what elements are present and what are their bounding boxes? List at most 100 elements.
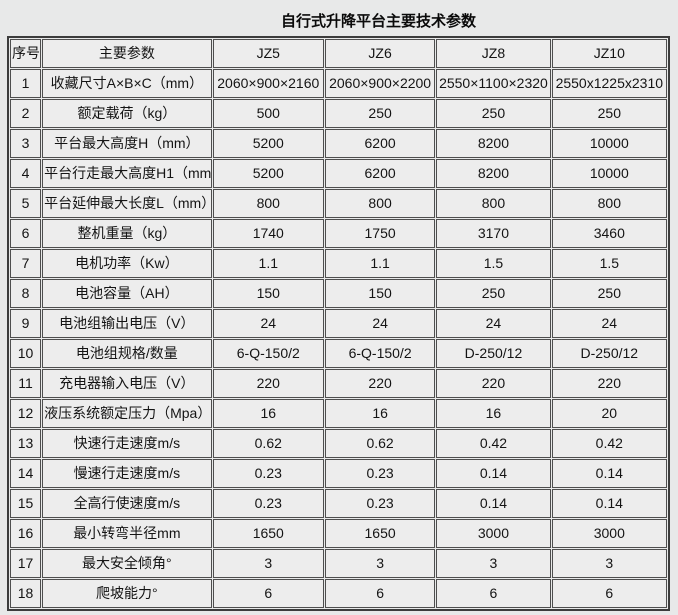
value-cell: D-250/12 <box>436 339 551 368</box>
table-row: 17 最大安全倾角° 3 3 3 3 <box>10 549 667 578</box>
value-cell: 800 <box>551 189 667 218</box>
col-header-jz8: JZ8 <box>436 39 551 68</box>
param-cell: 全高行使速度m/s <box>42 489 212 518</box>
value-cell: 1.5 <box>551 249 667 278</box>
value-cell: 220 <box>212 369 324 398</box>
value-cell: 0.42 <box>551 429 667 458</box>
table-row: 12 液压系统额定压力（Mpa） 16 16 16 20 <box>10 399 667 428</box>
row-number-cell: 17 <box>10 549 42 578</box>
row-number-cell: 16 <box>10 519 42 548</box>
specs-table: 序号 主要参数 JZ5 JZ6 JZ8 JZ10 1 收藏尺寸A×B×C（mm）… <box>7 36 670 611</box>
value-cell: 2060×900×2160 <box>212 69 324 98</box>
value-cell: 16 <box>436 399 551 428</box>
value-cell: 0.23 <box>212 459 324 488</box>
value-cell: 3 <box>324 549 436 578</box>
value-cell: 24 <box>324 309 436 338</box>
value-cell: 250 <box>324 99 436 128</box>
value-cell: 0.14 <box>436 489 551 518</box>
param-cell: 爬坡能力° <box>42 579 212 608</box>
param-cell: 最小转弯半径mm <box>42 519 212 548</box>
value-cell: 6 <box>551 579 667 608</box>
table-row: 18 爬坡能力° 6 6 6 6 <box>10 579 667 608</box>
value-cell: 0.14 <box>436 459 551 488</box>
value-cell: 6 <box>212 579 324 608</box>
row-number-cell: 6 <box>10 219 42 248</box>
value-cell: 10000 <box>551 129 667 158</box>
row-number-cell: 15 <box>10 489 42 518</box>
table-row: 1 收藏尺寸A×B×C（mm） 2060×900×2160 2060×900×2… <box>10 69 667 98</box>
value-cell: 5200 <box>212 129 324 158</box>
value-cell: 0.62 <box>324 429 436 458</box>
value-cell: 5200 <box>212 159 324 188</box>
col-header-jz5: JZ5 <box>212 39 324 68</box>
value-cell: 1650 <box>212 519 324 548</box>
param-cell: 慢速行走速度m/s <box>42 459 212 488</box>
table-row: 13 快速行走速度m/s 0.62 0.62 0.42 0.42 <box>10 429 667 458</box>
value-cell: 8200 <box>436 129 551 158</box>
value-cell: 24 <box>436 309 551 338</box>
row-number-cell: 8 <box>10 279 42 308</box>
table-row: 8 电池容量（AH） 150 150 250 250 <box>10 279 667 308</box>
row-number-cell: 5 <box>10 189 42 218</box>
value-cell: 250 <box>436 279 551 308</box>
value-cell: 220 <box>436 369 551 398</box>
value-cell: 1740 <box>212 219 324 248</box>
param-cell: 额定载荷（kg） <box>42 99 212 128</box>
value-cell: 24 <box>212 309 324 338</box>
row-number-cell: 14 <box>10 459 42 488</box>
row-number-cell: 12 <box>10 399 42 428</box>
value-cell: 2550x1225x2310 <box>551 69 667 98</box>
value-cell: 16 <box>212 399 324 428</box>
param-cell: 最大安全倾角° <box>42 549 212 578</box>
value-cell: 0.62 <box>212 429 324 458</box>
param-cell: 电池组输出电压（V） <box>42 309 212 338</box>
param-cell: 整机重量（kg） <box>42 219 212 248</box>
row-number-cell: 9 <box>10 309 42 338</box>
value-cell: 6-Q-150/2 <box>324 339 436 368</box>
value-cell: 3460 <box>551 219 667 248</box>
value-cell: 3170 <box>436 219 551 248</box>
value-cell: 6200 <box>324 129 436 158</box>
value-cell: 1.1 <box>212 249 324 278</box>
value-cell: 3 <box>436 549 551 578</box>
value-cell: 500 <box>212 99 324 128</box>
value-cell: 800 <box>212 189 324 218</box>
value-cell: 1.5 <box>436 249 551 278</box>
value-cell: 3000 <box>436 519 551 548</box>
value-cell: 3 <box>212 549 324 578</box>
value-cell: 250 <box>551 99 667 128</box>
param-cell: 收藏尺寸A×B×C（mm） <box>42 69 212 98</box>
row-number-cell: 13 <box>10 429 42 458</box>
value-cell: 24 <box>551 309 667 338</box>
value-cell: 250 <box>436 99 551 128</box>
param-cell: 电池容量（AH） <box>42 279 212 308</box>
param-cell: 平台最大高度H（mm） <box>42 129 212 158</box>
table-row: 5 平台延伸最大长度L（mm） 800 800 800 800 <box>10 189 667 218</box>
table-row: 4 平台行走最大高度H1（mm） 5200 6200 8200 10000 <box>10 159 667 188</box>
param-cell: 快速行走速度m/s <box>42 429 212 458</box>
value-cell: 6200 <box>324 159 436 188</box>
value-cell: 250 <box>551 279 667 308</box>
value-cell: 800 <box>324 189 436 218</box>
value-cell: 8200 <box>436 159 551 188</box>
value-cell: 1650 <box>324 519 436 548</box>
row-number-cell: 2 <box>10 99 42 128</box>
value-cell: 1750 <box>324 219 436 248</box>
table-row: 6 整机重量（kg） 1740 1750 3170 3460 <box>10 219 667 248</box>
value-cell: 6 <box>324 579 436 608</box>
row-number-cell: 4 <box>10 159 42 188</box>
value-cell: 6 <box>436 579 551 608</box>
param-cell: 液压系统额定压力（Mpa） <box>42 399 212 428</box>
param-cell: 充电器输入电压（V） <box>42 369 212 398</box>
value-cell: 0.42 <box>436 429 551 458</box>
param-cell: 电机功率（Kw） <box>42 249 212 278</box>
table-row: 15 全高行使速度m/s 0.23 0.23 0.14 0.14 <box>10 489 667 518</box>
table-row: 7 电机功率（Kw） 1.1 1.1 1.5 1.5 <box>10 249 667 278</box>
value-cell: 20 <box>551 399 667 428</box>
table-row: 2 额定载荷（kg） 500 250 250 250 <box>10 99 667 128</box>
table-row: 9 电池组输出电压（V） 24 24 24 24 <box>10 309 667 338</box>
value-cell: 2060×900×2200 <box>324 69 436 98</box>
page-title: 自行式升降平台主要技术参数 <box>281 13 477 30</box>
value-cell: 150 <box>324 279 436 308</box>
